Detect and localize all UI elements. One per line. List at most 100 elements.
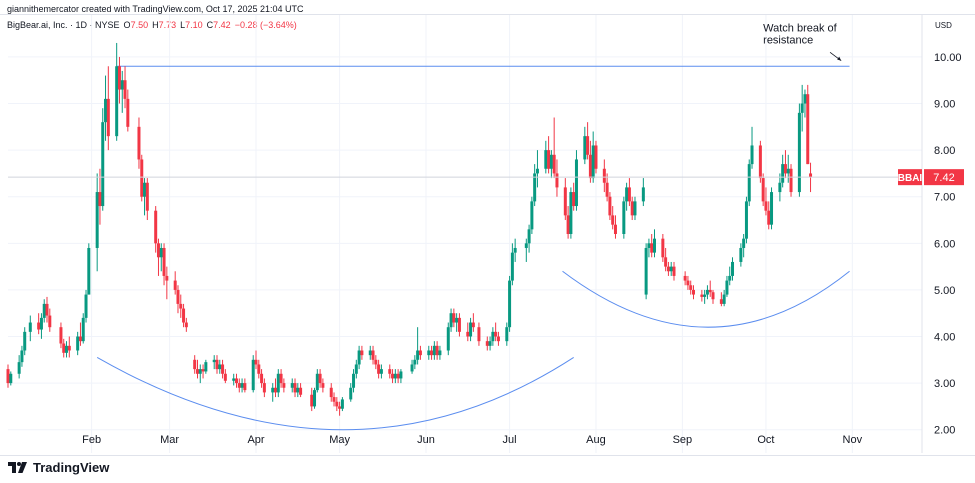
candle-body: [368, 350, 372, 356]
x-tick-label: Oct: [757, 434, 774, 446]
candle-body: [608, 196, 612, 216]
candle-body: [204, 362, 208, 372]
cup-arc-left: [96, 357, 574, 431]
candle-body: [321, 383, 325, 388]
candle-body: [104, 98, 108, 123]
candle-body: [806, 94, 810, 165]
candle-body: [352, 373, 356, 388]
candle-body: [98, 192, 102, 207]
candle-body: [23, 331, 27, 351]
candle-body: [318, 373, 322, 384]
candle-body: [106, 98, 110, 137]
candle-body: [165, 275, 169, 281]
candle-body: [81, 317, 85, 342]
ticker-label: BBAI: [898, 173, 923, 184]
candle-body: [781, 164, 785, 183]
candle-body: [809, 173, 813, 178]
candle-body: [391, 373, 395, 379]
candle-body: [145, 182, 149, 211]
candle-body: [42, 303, 46, 318]
candle-body: [427, 350, 431, 356]
candle-body: [162, 247, 166, 276]
candle-body: [310, 394, 314, 407]
annotation-text: resistance: [763, 34, 813, 46]
candle-body: [778, 182, 782, 193]
candle-body: [566, 215, 570, 234]
candle-body: [198, 369, 202, 374]
candle-body: [692, 289, 695, 295]
labels: BBAI 7.42: [8, 169, 964, 186]
candle-body: [611, 215, 615, 225]
candle-body: [689, 285, 693, 290]
candle-body: [9, 373, 13, 384]
open-label: O: [123, 20, 131, 30]
candle-body: [143, 182, 147, 197]
symbol-legend: BigBear.ai, Inc. · 1D · NYSE O7.50 H7.73 L7…: [7, 20, 297, 30]
candle-body: [761, 178, 765, 202]
candle-body: [201, 369, 205, 372]
candle-body: [767, 210, 771, 225]
candle-body: [627, 187, 631, 202]
candle-body: [276, 373, 280, 393]
close-label: C: [206, 20, 214, 30]
candle-body: [602, 168, 606, 183]
candle-body: [430, 350, 434, 356]
candle-body: [764, 201, 768, 211]
candle-body: [87, 247, 91, 295]
candle-body: [544, 150, 548, 169]
author-credit: giannithemercator created with TradingVi…: [7, 4, 304, 14]
candle-body: [137, 126, 141, 160]
x-tick-label: May: [329, 434, 350, 446]
candle-body: [583, 136, 587, 160]
candle-body: [728, 275, 732, 281]
candles: [6, 42, 813, 416]
candle-body: [218, 364, 222, 370]
candle-body: [664, 257, 668, 267]
chart-pane[interactable]: [0, 14, 975, 456]
candle-body: [67, 345, 71, 351]
candle-body: [354, 364, 358, 374]
candle-body: [374, 359, 378, 365]
candle-body: [65, 345, 69, 353]
candle-body: [95, 192, 99, 248]
candle-body: [179, 303, 183, 309]
candle-body: [432, 345, 436, 356]
candle-body: [731, 261, 735, 276]
candle-body: [485, 341, 489, 346]
candle-body: [223, 373, 227, 381]
candle-body: [212, 359, 216, 363]
currency-label: USD: [935, 21, 952, 30]
candle-body: [457, 317, 461, 332]
candle-body: [123, 80, 127, 99]
candle-body: [156, 243, 160, 258]
candle-body: [683, 275, 687, 281]
candle-body: [750, 145, 754, 165]
candle-body: [120, 80, 124, 90]
candle-body: [588, 154, 592, 179]
candle-body: [594, 145, 598, 169]
tradingview-logo-icon: [8, 461, 27, 473]
candle-body: [508, 280, 512, 328]
candle-body: [360, 350, 364, 356]
candle-body: [549, 154, 553, 169]
candle-body: [586, 136, 590, 155]
brand-name[interactable]: TradingView: [33, 459, 110, 475]
candle-body: [722, 294, 726, 304]
candle-body: [251, 359, 255, 391]
candle-body: [232, 378, 236, 381]
candle-body: [37, 322, 41, 330]
x-tick-label: Mar: [160, 434, 179, 446]
y-tick-label: 3.00: [934, 378, 955, 390]
candle-body: [650, 243, 654, 253]
candle-body: [154, 210, 158, 244]
y-tick-label: 9.00: [934, 99, 955, 111]
candle-body: [59, 327, 63, 344]
candle-body: [357, 350, 361, 365]
candle-body: [338, 406, 342, 409]
candle-body: [176, 289, 180, 304]
candle-body: [418, 350, 422, 356]
y-tick-label: 4.00: [934, 332, 955, 344]
high-label: H: [152, 20, 159, 30]
candle-body: [274, 387, 278, 393]
